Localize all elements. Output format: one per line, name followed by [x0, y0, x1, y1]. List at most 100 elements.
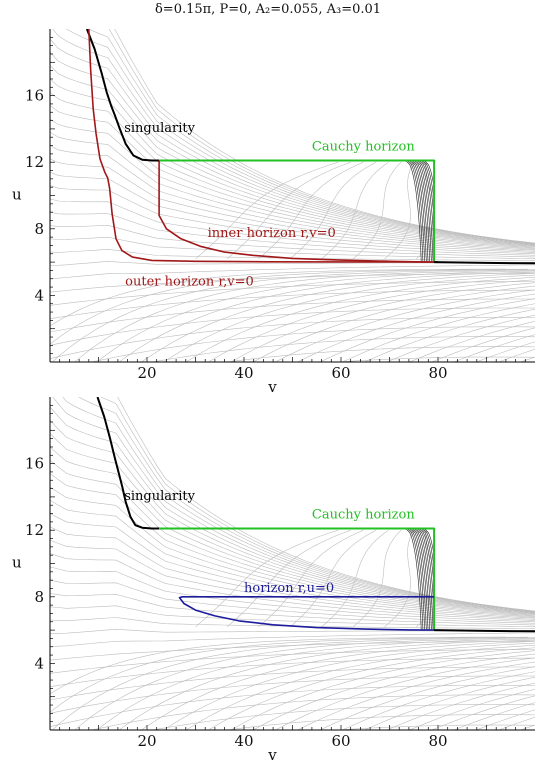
- annotation-blue: horizon r,u=0: [244, 581, 334, 596]
- contour-line: [252, 285, 535, 362]
- contour-line: [341, 303, 535, 362]
- contour-line: [230, 650, 535, 730]
- contour-line: [114, 29, 535, 244]
- contour-line: [258, 161, 364, 260]
- contour-line: [50, 268, 528, 345]
- annotation-cauchy: Cauchy horizon: [312, 508, 415, 523]
- contour-line: [50, 185, 535, 253]
- series-line-1: [159, 159, 436, 263]
- contour-line: [151, 704, 535, 730]
- contour-line: [50, 307, 535, 346]
- contour-line-dense: [416, 529, 432, 631]
- contour-line: [50, 513, 535, 618]
- contour-line: [341, 671, 535, 730]
- annotation-layer: singularity Cauchy horizon inner horizon r…: [124, 121, 415, 289]
- contour-line: [74, 269, 535, 362]
- contour-line: [453, 334, 535, 362]
- contour-line: [50, 105, 535, 247]
- annotation-singularity: singularity: [124, 121, 195, 136]
- contour-line: [520, 724, 535, 730]
- y-tick-label: 12: [25, 153, 44, 171]
- contour-line: [195, 529, 339, 628]
- contour-line: [297, 661, 535, 730]
- y-tick-label: 16: [25, 455, 44, 473]
- contour-line: [297, 293, 535, 362]
- contour-line: [274, 289, 535, 362]
- y-tick-label: 8: [34, 588, 44, 606]
- contour-line-dense: [411, 161, 427, 263]
- contour-line: [50, 579, 535, 624]
- annotation-inner: inner horizon r,v=0: [208, 226, 336, 241]
- contour-line: [525, 651, 536, 736]
- contour-line: [352, 529, 402, 628]
- contour-lines: [50, 29, 536, 368]
- contour-line: [50, 268, 506, 327]
- y-axis-label: u: [12, 186, 22, 204]
- x-tick-label: 40: [234, 732, 253, 750]
- contour-line-dense: [413, 529, 429, 631]
- contour-line: [118, 271, 535, 362]
- contour-line: [50, 605, 535, 627]
- chart-panel-bottom: singularity Cauchy horizon horizon r,u=0 2…: [0, 392, 536, 760]
- annotation-outer: outer horizon r,v=0: [125, 274, 254, 289]
- contour-line-dense: [414, 529, 430, 631]
- contour-line: [62, 397, 535, 612]
- contour-line: [453, 702, 535, 730]
- y-tick-label: 4: [34, 654, 44, 672]
- contour-line: [289, 529, 377, 628]
- contour-line: [50, 131, 535, 249]
- contour-line: [65, 29, 535, 244]
- contour-line: [50, 264, 535, 280]
- contour-line: [226, 161, 351, 260]
- contour-line: [185, 644, 535, 730]
- contour-line: [78, 397, 535, 612]
- contour-line: [207, 647, 535, 730]
- contour-line-dense: [418, 529, 434, 631]
- contour-line: [50, 38, 535, 245]
- series-line-3: [88, 29, 438, 263]
- contour-line: [50, 636, 506, 695]
- figure-title: δ=0.15π, P=0, A₂=0.055, A₃=0.01: [154, 2, 382, 17]
- x-tick-label: 60: [331, 364, 350, 382]
- contour-line-dense: [406, 161, 422, 263]
- contour-line: [50, 281, 535, 306]
- contour-line: [50, 406, 535, 613]
- contour-line: [50, 158, 535, 251]
- contour-line: [50, 685, 535, 727]
- contour-line: [87, 29, 535, 244]
- annotation-layer: singularity Cauchy horizon horizon r,u=0: [124, 489, 415, 596]
- contour-line: [258, 529, 364, 628]
- contour-line: [224, 346, 535, 362]
- contour-line: [51, 637, 535, 730]
- contour-line: [319, 666, 535, 730]
- y-tick-label: 8: [34, 220, 44, 238]
- contour-line: [185, 276, 535, 362]
- contour-line: [50, 145, 535, 250]
- contour-line: [163, 274, 535, 362]
- contour-line: [74, 637, 535, 730]
- contour-line: [224, 714, 535, 730]
- contour-line: [50, 526, 535, 619]
- contour-line: [364, 676, 535, 730]
- contour-line: [408, 320, 535, 362]
- contour-line: [230, 282, 535, 362]
- series-layer: [85, 29, 535, 265]
- contour-line: [50, 211, 535, 256]
- series-line-2: [178, 596, 435, 631]
- contour-line: [108, 29, 535, 244]
- contour-line: [117, 397, 535, 612]
- contour-line: [384, 162, 415, 260]
- contour-line: [52, 29, 535, 245]
- contour-line: [525, 283, 536, 368]
- contour-line: [50, 649, 535, 674]
- x-tick-label: 20: [137, 364, 156, 382]
- contour-line: [520, 356, 535, 362]
- contour-line: [50, 433, 535, 614]
- contour-line: [352, 161, 402, 260]
- series-line-4: [434, 261, 535, 265]
- x-tick-label: 80: [428, 732, 447, 750]
- y-tick-label: 4: [34, 286, 44, 304]
- x-axis-label: v: [267, 746, 277, 760]
- contour-line: [50, 460, 535, 615]
- contour-line: [252, 653, 535, 730]
